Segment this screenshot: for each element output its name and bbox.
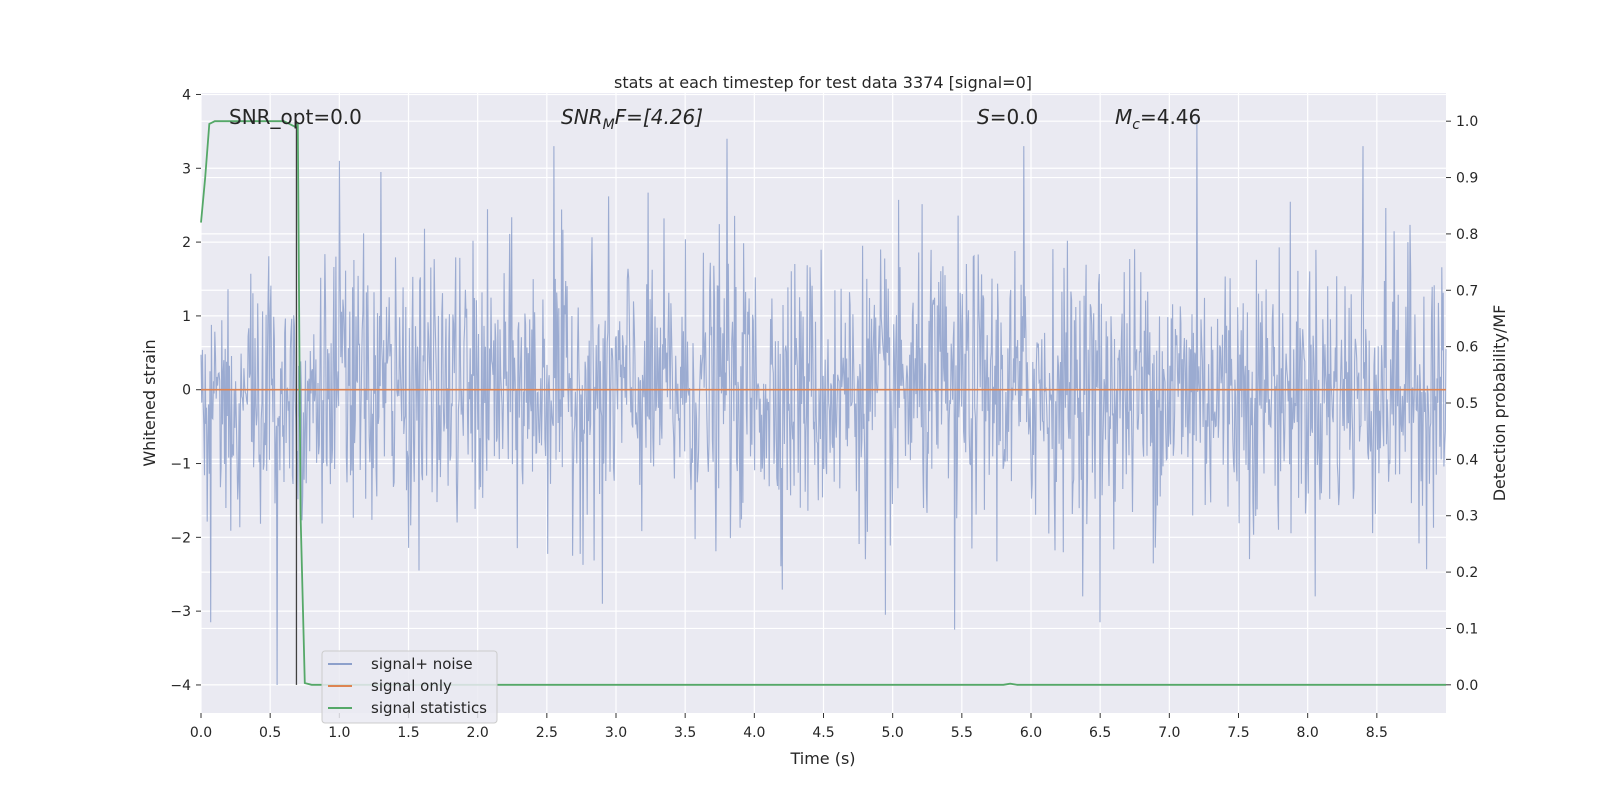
legend-label-signal-only: signal only [371, 677, 452, 695]
legend-label-signal-statistics: signal statistics [371, 699, 487, 717]
x-tick-label: 2.5 [536, 725, 558, 741]
x-tick-label: 4.0 [743, 725, 765, 741]
x-tick-label: 7.5 [1227, 725, 1249, 741]
x-tick-label: 4.5 [812, 725, 834, 741]
x-tick-label: 3.5 [674, 725, 696, 741]
x-tick-label: 5.0 [882, 725, 904, 741]
chart-title: stats at each timestep for test data 337… [614, 73, 1032, 92]
y-tick-label-right: 0.3 [1456, 509, 1478, 525]
x-tick-label: 0.0 [190, 725, 212, 741]
y-tick-label-right: 0.6 [1456, 340, 1478, 356]
y-axis-label-left: Whitened strain [140, 339, 159, 466]
x-tick-label: 7.0 [1158, 725, 1180, 741]
annotation-snr-mf: SNRMF=[4.26] [561, 105, 703, 133]
y-ticks-right: 0.0 0.1 0.2 0.3 0.4 0.5 0.6 0.7 0.8 0.9 1.0 [1446, 114, 1478, 694]
y-tick-label-left: 2 [182, 235, 191, 251]
annotation-mc-sub: c [1132, 117, 1140, 133]
legend: signal+ noise signal only signal statist… [321, 650, 498, 724]
y-tick-label-right: 0.7 [1456, 283, 1478, 299]
y-ticks-left: −4 −3 −2 −1 0 1 2 3 4 [170, 87, 201, 694]
y-axis-label-right: Detection probability/MF [1490, 305, 1509, 502]
legend-box [321, 650, 498, 724]
signal-statistics-series [200, 120, 1446, 686]
y-tick-label-right: 0.2 [1456, 565, 1478, 581]
y-tick-label-right: 0.9 [1456, 171, 1478, 187]
x-tick-label: 6.5 [1089, 725, 1111, 741]
x-tick-label: 2.0 [467, 725, 489, 741]
signal-noise-series [200, 120, 1447, 686]
signal-statistics-line [200, 120, 1446, 686]
legend-label-signal-noise: signal+ noise [371, 655, 473, 673]
annotation-s-rest: =0.0 [990, 105, 1039, 129]
signal-noise-line [200, 120, 1447, 686]
x-tick-label: 3.0 [605, 725, 627, 741]
y-tick-label-left: −2 [170, 530, 191, 546]
y-tick-label-right: 1.0 [1456, 114, 1478, 130]
y-tick-label-right: 0.4 [1456, 452, 1478, 468]
annotation-mc-rest: =4.46 [1140, 105, 1201, 129]
annotation-snr-opt: SNR_opt=0.0 [229, 105, 362, 129]
y-tick-label-left: −1 [170, 457, 191, 473]
y-tick-label-left: 0 [182, 383, 191, 399]
x-tick-label: 1.5 [397, 725, 419, 741]
y-tick-label-right: 0.8 [1456, 227, 1478, 243]
annotation-mc-symbol: M [1115, 105, 1132, 129]
y-tick-label-left: 1 [182, 309, 191, 325]
x-tick-label: 5.5 [951, 725, 973, 741]
x-tick-label: 8.0 [1297, 725, 1319, 741]
y-tick-label-left: 4 [182, 87, 191, 103]
x-tick-label: 0.5 [259, 725, 281, 741]
y-tick-label-left: 3 [182, 161, 191, 177]
annotation-snr-mf-sub: M [603, 117, 615, 133]
x-ticks: 0.0 0.5 1.0 1.5 2.0 2.5 3.0 3.5 4.0 4.5 5.0 5.5 6.0 6… [190, 713, 1388, 741]
annotation-snr-mf-rest: F=[4.26] [615, 105, 703, 129]
annotation-s: S=0.0 [977, 105, 1038, 129]
annotation-s-symbol: S [977, 105, 990, 129]
x-tick-label: 8.5 [1366, 725, 1388, 741]
x-tick-label: 1.0 [328, 725, 350, 741]
x-axis-label: Time (s) [789, 749, 855, 768]
y-tick-label-left: −3 [170, 604, 191, 620]
y-tick-label-right: 0.5 [1456, 396, 1478, 412]
annotation-snr-mf-symbol: SNR [561, 105, 603, 129]
x-tick-label: 6.0 [1020, 725, 1042, 741]
y-tick-label-right: 0.0 [1456, 678, 1478, 694]
y-tick-label-left: −4 [170, 678, 191, 694]
annotation-mc: Mc=4.46 [1115, 105, 1201, 133]
y-tick-label-right: 0.1 [1456, 621, 1478, 637]
